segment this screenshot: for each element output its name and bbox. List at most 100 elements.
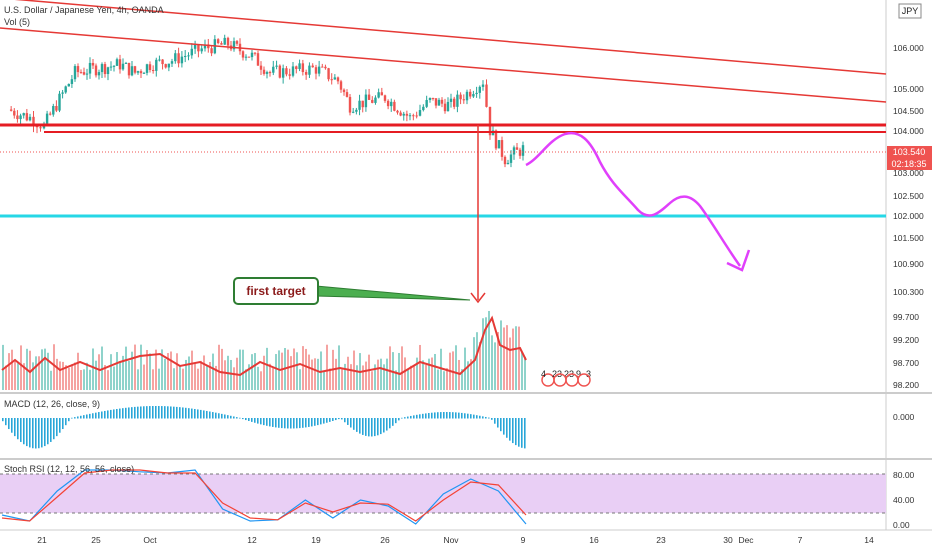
candle-body <box>9 109 13 111</box>
macd-bar <box>377 418 379 436</box>
volume-bar <box>416 357 418 390</box>
macd-bar <box>392 418 394 426</box>
volume-bar <box>233 367 235 390</box>
candle-body <box>247 56 251 58</box>
macd-bar <box>383 418 385 433</box>
macd-bar <box>389 418 391 429</box>
volume-bar <box>125 346 127 390</box>
volume-bar <box>329 368 331 390</box>
volume-bar <box>11 349 13 390</box>
macd-bar <box>47 418 49 445</box>
macd-bar <box>17 418 19 440</box>
candle-body <box>304 72 308 75</box>
volume-bar <box>221 348 223 390</box>
volume-bar <box>356 365 358 390</box>
volume-bar <box>137 369 139 390</box>
macd-bar <box>167 406 169 419</box>
macd-bar <box>209 411 211 419</box>
candle-body <box>291 66 295 76</box>
macd-bar <box>170 406 172 419</box>
volume-bar <box>452 351 454 390</box>
macd-bar <box>284 418 286 429</box>
macd-bar <box>425 413 427 419</box>
volume-bar <box>386 358 388 390</box>
macd-bar <box>440 412 442 419</box>
macd-bar <box>164 406 166 419</box>
candle-body <box>226 37 230 46</box>
volume-bar <box>83 369 85 390</box>
macd-bar <box>215 412 217 419</box>
time-axis[interactable]: 21 25 Oct 12 19 26 Nov 9 16 23 30 Dec 7 14 <box>37 535 874 545</box>
candle-body <box>61 92 64 94</box>
candle-body <box>422 106 425 111</box>
chart-title: U.S. Dollar / Japanese Yen, 4h, OANDA <box>4 5 164 15</box>
target-arrow[interactable] <box>470 125 486 304</box>
macd-bar <box>119 408 121 419</box>
volume-bar <box>203 355 205 390</box>
candle-body <box>497 140 501 149</box>
candle-body <box>82 72 86 75</box>
candle-body <box>317 66 321 74</box>
macd-bar <box>101 411 103 419</box>
candle-body <box>348 96 352 113</box>
volume-bar <box>266 347 268 390</box>
candle-body <box>28 116 32 121</box>
price-axis[interactable]: 106.000 105.000 104.500 104.000 103.000 102.5… <box>893 43 924 390</box>
macd-bar <box>149 406 151 419</box>
candle-body <box>22 113 25 116</box>
volume-bar <box>173 368 175 390</box>
trendlines[interactable] <box>0 0 887 103</box>
price-axis-label: 102.000 <box>893 211 924 221</box>
price-axis-label: 102.500 <box>893 191 924 201</box>
volume-bar <box>497 332 499 390</box>
currency-badge[interactable]: JPY <box>898 3 922 19</box>
projection-path[interactable] <box>525 131 742 267</box>
first-target-callout[interactable]: first target <box>233 277 471 305</box>
volume-bar <box>296 352 298 390</box>
macd-histogram <box>2 406 526 449</box>
candle-body <box>115 59 119 66</box>
candle-body <box>462 99 465 101</box>
candle-body <box>415 115 418 117</box>
macd-bar <box>23 418 25 445</box>
volume-bar <box>335 358 337 390</box>
time-axis-label: 25 <box>91 535 101 545</box>
candle-body <box>298 63 301 70</box>
macd-bar <box>338 418 340 420</box>
macd-bar <box>116 408 118 419</box>
macd-bar <box>512 418 514 444</box>
volume-bar <box>89 369 91 390</box>
volume-bar <box>167 353 169 390</box>
time-axis-label: 21 <box>37 535 47 545</box>
volume-bar <box>14 361 16 390</box>
candle-body <box>399 112 402 116</box>
candle-body <box>136 71 140 73</box>
macd-bar <box>26 418 28 447</box>
macd-bar <box>44 418 46 447</box>
stoch-axis-label: 40.00 <box>893 495 915 505</box>
macd-axis-label: 0.000 <box>893 412 915 422</box>
volume-bar <box>185 359 187 390</box>
volume-bar <box>170 351 172 390</box>
volume-bar <box>389 346 391 390</box>
macd-bar <box>443 412 445 419</box>
macd-bar <box>53 418 55 440</box>
macd-bar <box>89 413 91 419</box>
volume-bar <box>254 353 256 390</box>
time-axis-label: 26 <box>380 535 390 545</box>
macd-bar <box>479 415 481 419</box>
candle-body <box>262 69 266 74</box>
volume-bar <box>29 350 31 390</box>
volume-bar <box>23 363 25 390</box>
volume-bar <box>518 326 520 390</box>
volume-bar <box>299 369 301 390</box>
volume-bar <box>152 369 154 390</box>
volume-bar <box>275 354 277 390</box>
volume-bar <box>425 365 427 390</box>
candle-body <box>358 100 361 110</box>
volume-bar <box>122 355 124 390</box>
volume-bar <box>341 369 343 390</box>
time-axis-label: 30 <box>723 535 733 545</box>
candle-body <box>148 64 152 71</box>
